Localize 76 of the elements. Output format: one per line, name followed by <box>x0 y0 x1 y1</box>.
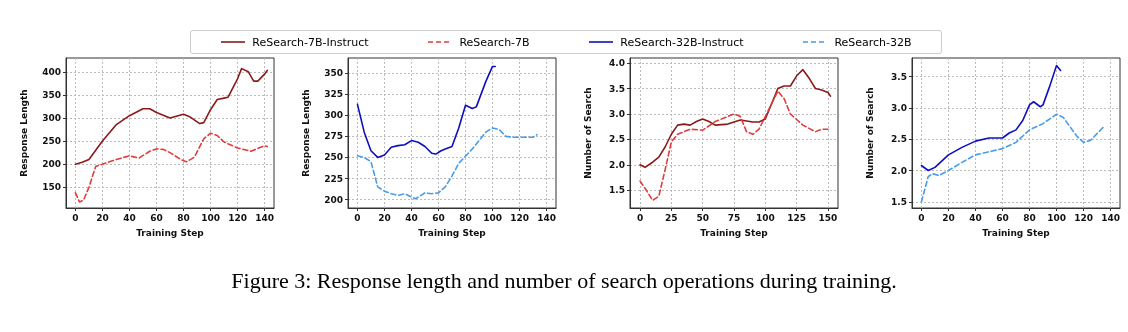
y-tick-label: 325 <box>324 89 343 100</box>
x-tick-label: 40 <box>405 212 418 223</box>
x-tick-label: 60 <box>996 212 1009 223</box>
x-axis-title: Training Step <box>418 227 487 238</box>
x-tick-label: 0 <box>918 212 925 223</box>
y-tick-label: 2.0 <box>609 159 625 170</box>
legend-label: ReSearch-32B <box>834 35 912 49</box>
x-tick-label: 20 <box>942 212 955 223</box>
y-tick-label: 3.5 <box>609 83 625 94</box>
x-tick-label: 100 <box>1047 212 1066 223</box>
x-tick-label: 150 <box>818 212 838 223</box>
x-tick-label: 0 <box>72 212 79 223</box>
y-tick-label: 2.5 <box>609 134 625 145</box>
x-tick-label: 100 <box>483 212 502 223</box>
x-tick-label: 40 <box>969 212 982 223</box>
x-tick-label: 60 <box>150 212 163 223</box>
x-tick-label: 140 <box>255 212 274 223</box>
x-tick-label: 60 <box>432 212 445 223</box>
y-tick-label: 250 <box>324 152 343 163</box>
y-tick-label: 1.5 <box>609 185 625 196</box>
x-axis-title: Training Step <box>982 227 1051 238</box>
y-axis-title: Response Length <box>18 89 29 177</box>
y-axis-title: Response Length <box>300 89 311 177</box>
legend-label: ReSearch-32B-Instruct <box>620 35 744 49</box>
line-series <box>356 65 497 159</box>
y-tick-label: 300 <box>324 110 343 121</box>
legend-label: ReSearch-7B-Instruct <box>252 35 369 49</box>
y-tick-label: 225 <box>324 173 343 184</box>
x-tick-label: 20 <box>378 212 391 223</box>
line-series <box>639 68 832 169</box>
line-series <box>356 127 538 200</box>
x-axis-title: Training Step <box>700 227 769 238</box>
x-tick-label: 25 <box>665 212 678 223</box>
line-series <box>920 64 1062 172</box>
x-tick-label: 120 <box>228 212 247 223</box>
line-series <box>74 67 269 165</box>
caption: Figure 3: Response length and number of search operations during training. <box>230 268 898 294</box>
y-tick-label: 150 <box>42 182 61 193</box>
y-tick-label: 4.0 <box>609 58 625 69</box>
y-tick-label: 200 <box>324 194 343 205</box>
line-series <box>920 113 1105 203</box>
y-tick-label: 3.0 <box>891 103 907 113</box>
x-tick-label: 80 <box>1023 212 1036 223</box>
y-tick-label: 350 <box>42 89 61 100</box>
y-tick-label: 350 <box>324 68 343 79</box>
x-tick-label: 120 <box>1074 212 1093 223</box>
y-tick-label: 300 <box>42 113 61 123</box>
y-tick-label: 2.5 <box>891 134 907 145</box>
y-axis-title: Number of Search <box>582 87 593 179</box>
x-tick-label: 80 <box>459 212 472 223</box>
x-tick-label: 140 <box>537 212 556 223</box>
y-tick-label: 400 <box>42 66 61 77</box>
x-tick-label: 75 <box>727 212 741 223</box>
x-axis-title: Training Step <box>136 227 205 238</box>
x-tick-label: 0 <box>636 212 644 223</box>
x-tick-label: 125 <box>787 212 807 223</box>
y-tick-label: 3.5 <box>891 71 907 82</box>
x-tick-label: 20 <box>96 212 109 223</box>
y-tick-label: 250 <box>42 136 61 147</box>
y-tick-label: 2.0 <box>891 165 907 176</box>
line-series <box>639 90 829 202</box>
x-tick-label: 140 <box>1101 212 1120 223</box>
x-tick-label: 40 <box>123 212 136 223</box>
y-tick-label: 275 <box>324 131 343 142</box>
x-tick-label: 100 <box>755 212 775 223</box>
y-tick-label: 1.5 <box>891 196 907 207</box>
y-axis-title: Number of Search <box>864 87 875 179</box>
y-tick-label: 200 <box>42 159 61 170</box>
x-tick-label: 120 <box>510 212 529 223</box>
x-tick-label: 100 <box>201 212 220 223</box>
x-tick-label: 50 <box>696 212 709 223</box>
x-tick-label: 80 <box>177 212 190 223</box>
legend-label: ReSearch-7B <box>459 35 530 49</box>
y-tick-label: 3.0 <box>609 108 625 119</box>
x-tick-label: 0 <box>354 212 361 223</box>
line-series <box>74 132 269 203</box>
